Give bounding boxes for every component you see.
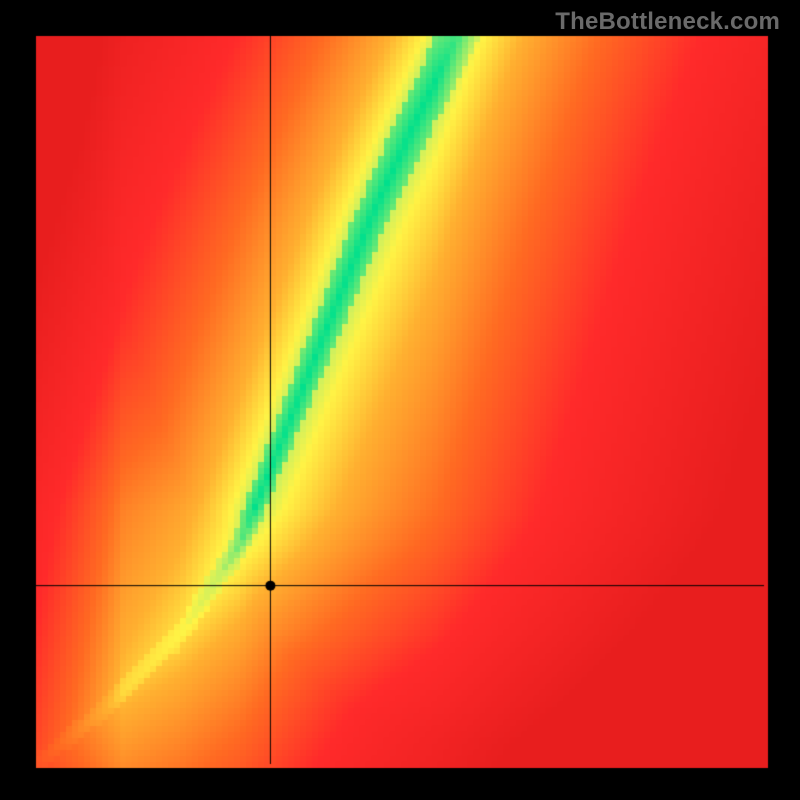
watermark-text: TheBottleneck.com: [555, 8, 780, 36]
chart-container: TheBottleneck.com: [0, 0, 800, 800]
bottleneck-heatmap: [0, 0, 800, 800]
